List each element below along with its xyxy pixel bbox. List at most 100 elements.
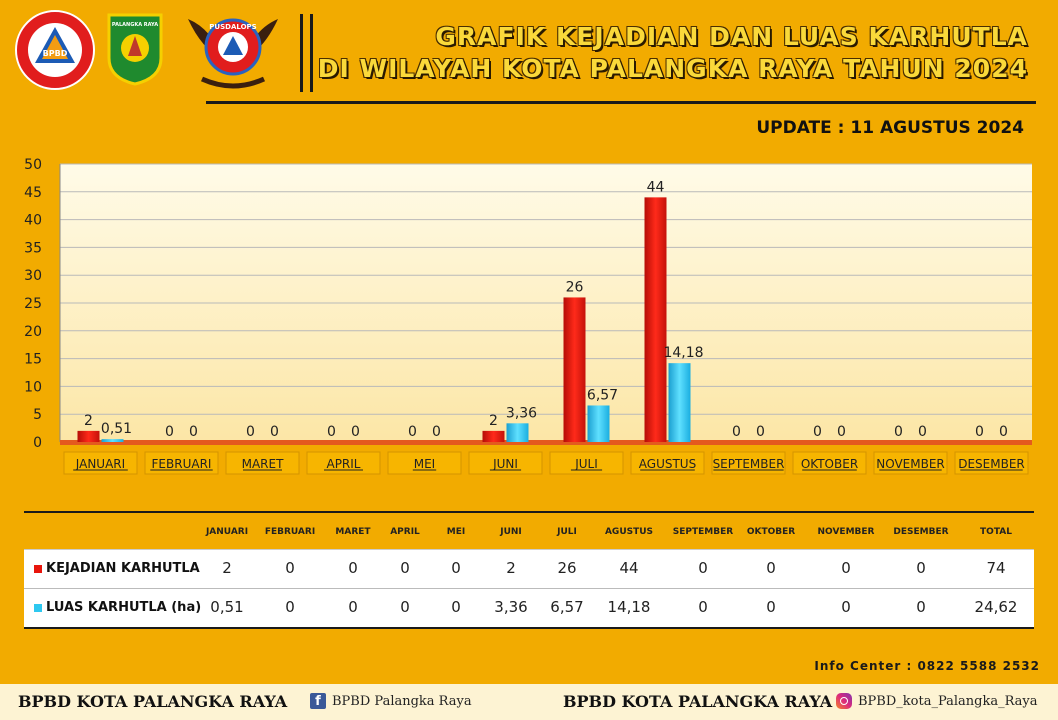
x-label-box [954,451,1029,475]
kejadian-swatch [34,564,42,573]
header-divider-2 [310,14,313,92]
crest-text: PALANGKA RAYA [112,22,158,28]
table-cell: 0 [841,598,851,616]
data-label: 0 [189,424,198,440]
table-cell: 0 [400,598,410,616]
table-header-cell: MEI [446,527,466,537]
table-cell: 44 [619,559,639,577]
bar-luas [101,439,124,442]
table-cell: 26 [557,559,577,577]
table-cell: 0 [698,598,708,616]
data-label: 6,57 [587,387,618,403]
instagram-icon [836,693,852,709]
bar-luas [506,423,529,442]
x-tick-label: NOVEMBER [876,457,945,471]
table-header-cell: FEBRUARI [264,527,316,537]
x-tick-label: OKTOBER [801,457,858,471]
data-label: 0 [351,424,360,440]
data-label: 0 [270,424,279,440]
data-label: 0 [408,424,417,440]
data-label: 2 [84,413,93,429]
table-header-cell: OKTOBER [746,527,796,537]
header-divider-1 [300,14,303,92]
data-label: 0 [756,424,765,440]
x-tick-label: FEBRUARI [152,457,212,471]
pusdalops-logo: PUSDALOPS [188,18,278,89]
data-table: JANUARI FEBRUARI MARET APRIL MEI JUNI JULI AGUS… [24,511,1034,629]
palangka-raya-crest: PALANGKA RAYA [107,13,163,86]
table-cell: 0 [400,559,410,577]
y-tick-label: 30 [24,268,42,284]
y-tick-label: 10 [24,379,42,395]
y-tick-label: 25 [24,296,42,312]
x-tick-label: MEI [414,457,435,471]
table-header-cell: APRIL [390,527,420,537]
bpbd-logo-text: BPBD [43,49,68,58]
y-tick-label: 40 [24,213,42,229]
table-cell: 0 [285,598,295,616]
y-tick-label: 35 [24,240,42,256]
table-bottom-rule [24,627,1034,629]
table-header-cell: JUNI [500,527,522,537]
bar-kejadian [482,430,505,442]
footer-org-middle: BPBD KOTA PALANGKA RAYA [563,692,833,711]
row-label-luas: LUAS KARHUTLA (ha) [46,600,202,615]
data-label: 0,51 [101,421,132,437]
data-label: 26 [566,279,584,295]
x-tick-label: MARET [242,457,284,471]
table-top-rule [24,511,1034,513]
data-label: 0 [165,424,174,440]
x-tick-label: SEPTEMBER [713,457,785,471]
table-cell: 0 [451,598,461,616]
data-label: 0 [975,424,984,440]
footer-instagram[interactable]: BPBD_kota_Palangka_Raya [836,693,1038,709]
data-label: 44 [647,179,665,195]
table-cell: 14,18 [607,598,651,616]
x-label-box [387,451,462,475]
bar-kejadian [644,197,667,442]
chart-floor [60,440,1032,445]
y-tick-label: 5 [33,407,42,423]
table-header-cell: DESEMBER [893,527,949,537]
bpbd-logo: BPBD [15,10,95,90]
bar-kejadian [77,430,100,442]
table-cell: 0 [766,559,776,577]
table-cell: 0 [698,559,708,577]
data-label: 0 [813,424,822,440]
x-label-box [144,451,219,475]
y-tick-label: 20 [24,324,42,340]
table-cell: 2 [222,559,232,577]
x-label-box [468,451,543,475]
x-label-box [711,451,786,475]
table-header-cell: NOVEMBER [817,527,875,537]
table-cell: 0 [916,559,926,577]
info-center: Info Center : 0822 5588 2532 [814,659,1040,673]
x-tick-label: AGUSTUS [639,457,696,471]
y-tick-label: 45 [24,185,42,201]
table-cell: 0 [348,559,358,577]
x-label-box [873,451,948,475]
footer: BPBD KOTA PALANGKA RAYA f BPBD Palangka R… [0,684,1058,720]
data-label: 0 [999,424,1008,440]
x-label-box [630,451,705,475]
row-label-kejadian: KEJADIAN KARHUTLA [46,561,200,576]
table-cell: 74 [986,559,1006,577]
table-header-cell: TOTAL [980,527,1012,537]
data-label: 0 [837,424,846,440]
footer-facebook[interactable]: f BPBD Palangka Raya [310,693,472,709]
y-tick-label: 0 [33,435,42,451]
table-row-kejadian: KEJADIAN KARHUTLA 2 0 0 0 0 2 26 44 0 0 0 0 74 [24,549,1034,588]
table-cell: 3,36 [494,598,528,616]
data-label: 0 [246,424,255,440]
data-label: 0 [432,424,441,440]
x-tick-label: APRIL [326,457,360,471]
x-label-box [63,451,138,475]
data-label: 0 [894,424,903,440]
table-cell: 0 [841,559,851,577]
data-label: 14,18 [663,345,703,361]
table-row-luas: LUAS KARHUTLA (ha) 0,51 0 0 0 0 3,36 6,57 14,18… [24,588,1034,627]
table-header-cell: MARET [335,527,371,537]
header-rule [206,101,1036,104]
table-cell: 2 [506,559,516,577]
